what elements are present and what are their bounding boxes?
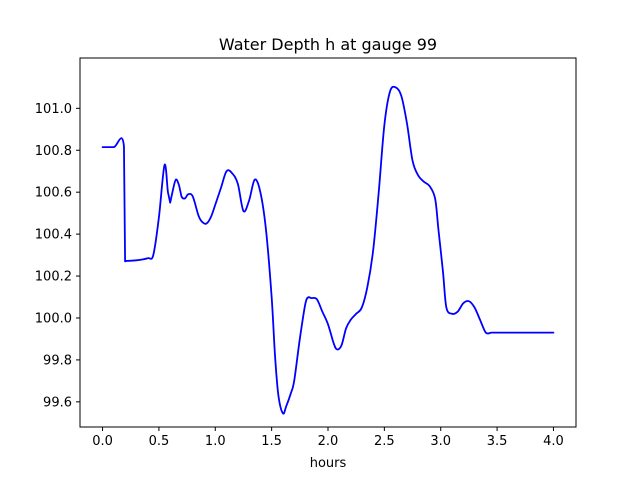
x-tick-label: 2.5 — [374, 434, 395, 449]
x-axis-title: hours — [310, 456, 347, 471]
chart-title: Water Depth h at gauge 99 — [219, 35, 437, 54]
y-tick-label: 99.8 — [43, 353, 72, 368]
x-tick-label: 1.5 — [261, 434, 282, 449]
x-tick-label: 3.5 — [487, 434, 508, 449]
x-tick-label: 0.0 — [92, 434, 113, 449]
y-tick-label: 100.2 — [35, 270, 72, 285]
x-tick-label: 1.0 — [205, 434, 226, 449]
plot-frame — [79, 57, 577, 428]
y-tick-label: 100.4 — [35, 228, 72, 243]
y-tick-label: 100.0 — [35, 311, 72, 326]
x-tick-label: 2.0 — [318, 434, 339, 449]
y-tick-label: 100.8 — [35, 144, 72, 159]
x-tick-label: 4.0 — [543, 434, 564, 449]
plot-area — [101, 85, 555, 415]
y-axis: 99.6 99.8 100.0 100.2 100.4 100.6 100.8 101.0 — [35, 102, 80, 410]
x-axis: 0.0 0.5 1.0 1.5 2.0 2.5 3.0 3.5 4.0 — [92, 427, 564, 449]
y-tick-label: 100.6 — [35, 186, 72, 201]
series-line-0 — [101, 85, 555, 415]
x-tick-label: 3.0 — [430, 434, 451, 449]
y-tick-label: 101.0 — [35, 102, 72, 117]
x-tick-label: 0.5 — [149, 434, 170, 449]
y-tick-label: 99.6 — [43, 395, 72, 410]
